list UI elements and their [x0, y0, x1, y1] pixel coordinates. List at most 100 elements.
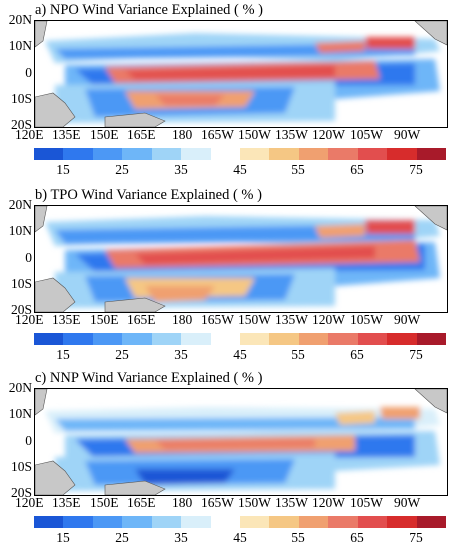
- colorbar-swatch: [416, 148, 447, 160]
- colorbar-tick: 25: [115, 347, 129, 362]
- panel-title: b) TPO Wind Variance Explained ( % ): [35, 187, 262, 203]
- colorbar-swatch: [357, 333, 388, 345]
- colorbar-swatch: [122, 333, 153, 345]
- colorbar-tick: 15: [56, 162, 70, 177]
- colorbar-tick: 45: [233, 347, 247, 362]
- colorbar: [34, 516, 447, 528]
- colorbar-tick: 45: [233, 530, 247, 545]
- x-tick-label: 150W: [238, 127, 271, 142]
- colorbar-tick: 55: [291, 162, 305, 177]
- map-plot: [34, 205, 448, 313]
- x-tick-label: 135E: [52, 312, 81, 327]
- x-tick-label: 120W: [312, 495, 345, 510]
- map-field: [35, 389, 447, 495]
- x-tick-label: 135W: [275, 127, 308, 142]
- y-tick-label: 10N: [8, 223, 32, 238]
- colorbar-swatch: [210, 148, 241, 160]
- panel-title: c) NNP Wind Variance Explained ( % ): [35, 370, 263, 386]
- map-plot: [34, 388, 448, 496]
- colorbar-tick: 55: [291, 530, 305, 545]
- colorbar-tick: 65: [350, 347, 364, 362]
- y-tick-label: 0: [25, 250, 32, 265]
- colorbar-tick: 65: [350, 162, 364, 177]
- colorbar-swatch: [92, 516, 123, 528]
- colorbar-swatch: [328, 333, 359, 345]
- y-tick-label: 10N: [8, 406, 32, 421]
- y-tick-label: 20S: [10, 302, 32, 317]
- colorbar-tick: 15: [56, 347, 70, 362]
- y-tick-label: 10S: [10, 276, 32, 291]
- colorbar-tick: 25: [115, 162, 129, 177]
- panel-b: b) TPO Wind Variance Explained ( % ): [0, 185, 460, 365]
- x-tick-label: 165W: [201, 495, 234, 510]
- colorbar: [34, 333, 447, 345]
- colorbar-swatch: [298, 148, 329, 160]
- x-tick-label: 120W: [312, 312, 345, 327]
- panel-title: a) NPO Wind Variance Explained ( % ): [35, 2, 263, 18]
- colorbar-swatch: [328, 516, 359, 528]
- colorbar-tick: 35: [174, 347, 188, 362]
- y-tick-label: 10S: [10, 91, 32, 106]
- panel-a: a) NPO Wind Variance Explained ( % ): [0, 0, 460, 180]
- colorbar-tick: 75: [409, 530, 423, 545]
- x-tick-label: 105W: [350, 312, 383, 327]
- colorbar-swatch: [269, 333, 300, 345]
- colorbar-swatch: [210, 333, 241, 345]
- x-tick-label: 150E: [90, 312, 119, 327]
- colorbar-tick: 75: [409, 162, 423, 177]
- x-tick-label: 150W: [238, 312, 271, 327]
- x-tick-label: 90W: [394, 127, 421, 142]
- x-tick-label: 90W: [394, 312, 421, 327]
- y-tick-label: 0: [25, 433, 32, 448]
- colorbar-tick: 75: [409, 347, 423, 362]
- colorbar-swatch: [416, 516, 447, 528]
- colorbar-swatch: [328, 148, 359, 160]
- y-tick-label: 20S: [10, 117, 32, 132]
- x-tick-label: 150W: [238, 495, 271, 510]
- colorbar-tick: 25: [115, 530, 129, 545]
- y-tick-label: 20N: [8, 380, 32, 395]
- map-plot: [34, 20, 448, 128]
- y-tick-label: 20N: [8, 197, 32, 212]
- x-tick-label: 180: [172, 495, 193, 510]
- colorbar-swatch: [63, 148, 94, 160]
- colorbar-swatch: [63, 333, 94, 345]
- colorbar-swatch: [151, 148, 182, 160]
- x-tick-label: 135W: [275, 495, 308, 510]
- colorbar-tick: 35: [174, 162, 188, 177]
- colorbar-swatch: [357, 148, 388, 160]
- colorbar-swatch: [122, 148, 153, 160]
- colorbar-swatch: [34, 148, 64, 160]
- x-tick-label: 135E: [52, 127, 81, 142]
- colorbar-swatch: [240, 516, 270, 528]
- colorbar-swatch: [181, 516, 212, 528]
- y-tick-label: 10S: [10, 459, 32, 474]
- y-tick-label: 0: [25, 65, 32, 80]
- colorbar-swatch: [34, 516, 64, 528]
- colorbar-swatch: [387, 148, 418, 160]
- colorbar-swatch: [151, 333, 182, 345]
- x-tick-label: 165W: [201, 312, 234, 327]
- colorbar-swatch: [269, 516, 300, 528]
- y-tick-label: 20N: [8, 12, 32, 27]
- colorbar-tick: 15: [56, 530, 70, 545]
- x-tick-label: 135E: [52, 495, 81, 510]
- x-tick-label: 120E: [15, 495, 44, 510]
- x-tick-label: 165E: [127, 495, 156, 510]
- colorbar-swatch: [34, 333, 64, 345]
- y-tick-label: 20S: [10, 485, 32, 500]
- colorbar-swatch: [151, 516, 182, 528]
- x-tick-label: 180: [172, 312, 193, 327]
- map-field: [35, 21, 447, 127]
- x-tick-label: 180: [172, 127, 193, 142]
- colorbar-swatch: [181, 148, 212, 160]
- colorbar-swatch: [387, 516, 418, 528]
- colorbar-swatch: [92, 333, 123, 345]
- colorbar-swatch: [210, 516, 241, 528]
- colorbar-swatch: [387, 333, 418, 345]
- x-tick-label: 135W: [275, 312, 308, 327]
- colorbar-tick: 55: [291, 347, 305, 362]
- y-tick-label: 10N: [8, 38, 32, 53]
- colorbar-tick: 65: [350, 530, 364, 545]
- x-tick-label: 120E: [15, 312, 44, 327]
